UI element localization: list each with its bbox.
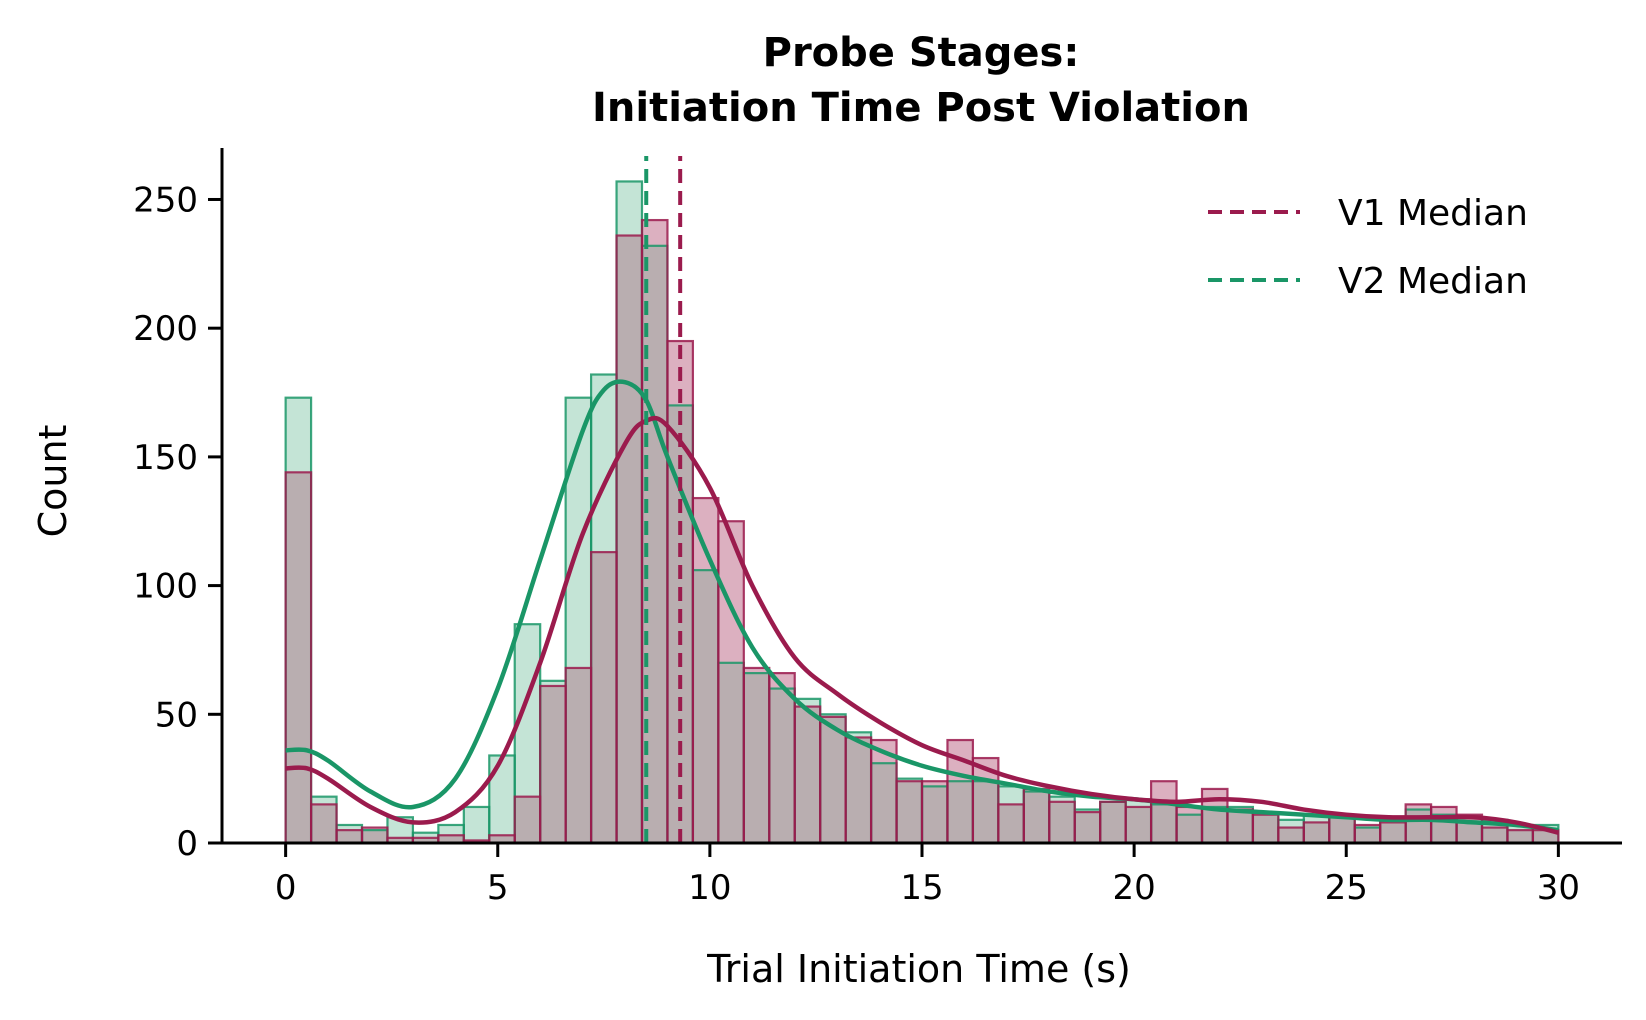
bar-overlap-44 <box>1405 809 1432 843</box>
bar-overlap-47 <box>1482 827 1508 843</box>
bar-overlap-2 <box>336 830 362 843</box>
bar-overlap-5 <box>412 837 439 843</box>
bar-overlap-27 <box>972 781 999 843</box>
bar-overlap-42 <box>1354 827 1381 843</box>
bar-overlap-20 <box>794 706 821 843</box>
bar-overlap-40 <box>1303 822 1330 843</box>
bar-overlap-8 <box>489 835 515 843</box>
chart-title-line-2: Initiation Time Post Violation <box>592 85 1250 131</box>
x-tick-label-0: 0 <box>275 868 297 908</box>
bar-overlap-0 <box>285 472 312 843</box>
bar-v2-8 <box>489 755 515 843</box>
x-tick-label-5: 25 <box>1325 868 1368 908</box>
bar-overlap-31 <box>1074 812 1101 843</box>
bar-overlap-25 <box>922 786 948 843</box>
chart-text: Probe Stages: Initiation Time Post Viola… <box>31 30 1250 991</box>
bar-overlap-41 <box>1329 817 1355 843</box>
bar-overlap-38 <box>1252 814 1279 843</box>
kde-line-v2 <box>285 379 1559 833</box>
bar-overlap-26 <box>947 781 973 843</box>
bar-overlap-19 <box>769 688 795 843</box>
legend-label-v2: V2 Median <box>1338 261 1528 302</box>
bar-overlap-9 <box>514 796 541 843</box>
bar-v2-7 <box>463 806 490 843</box>
bar-overlap-6 <box>438 835 464 843</box>
bar-overlap-34 <box>1151 804 1177 843</box>
bar-overlap-4 <box>387 837 413 843</box>
bar-overlap-3 <box>362 830 388 843</box>
y-tick-label-1: 50 <box>155 695 198 735</box>
y-axis-label: Count <box>31 425 75 538</box>
x-tick-label-6: 30 <box>1537 868 1580 908</box>
y-tick-label-3: 150 <box>133 438 198 478</box>
legend: V1 Median V2 Median <box>1208 193 1528 302</box>
x-axis-label: Trial Initiation Time (s) <box>706 947 1131 991</box>
bar-overlap-43 <box>1380 822 1406 843</box>
bar-overlap-23 <box>871 763 897 843</box>
x-tick-label-4: 20 <box>1112 868 1155 908</box>
kde-line-v1 <box>285 415 1559 835</box>
bar-overlap-35 <box>1176 814 1202 843</box>
bar-overlap-32 <box>1100 801 1126 843</box>
y-tick-label-4: 200 <box>133 309 198 349</box>
bar-overlap-11 <box>565 667 592 843</box>
bar-overlap-22 <box>845 737 872 843</box>
bar-overlap-24 <box>896 781 922 843</box>
bar-overlap-36 <box>1202 806 1228 843</box>
bar-overlap-28 <box>998 804 1024 843</box>
x-tick-label-1: 5 <box>487 868 509 908</box>
x-tick-label-3: 15 <box>900 868 943 908</box>
plot-area <box>284 156 1560 845</box>
y-tick-label-2: 100 <box>133 567 198 607</box>
bar-overlap-48 <box>1507 830 1533 843</box>
bar-overlap-12 <box>591 552 617 843</box>
bar-overlap-21 <box>820 716 846 843</box>
axes: 0 5 10 15 20 25 30 0 50 100 150 200 250 <box>133 148 1622 908</box>
bar-overlap-33 <box>1125 806 1152 843</box>
bar-overlap-18 <box>743 673 770 843</box>
bar-overlap-30 <box>1049 801 1075 843</box>
bar-overlap-39 <box>1278 827 1304 843</box>
bar-overlap-17 <box>718 662 744 843</box>
bar-overlap-16 <box>692 570 719 843</box>
x-tick-label-2: 10 <box>688 868 731 908</box>
bar-overlap-37 <box>1227 809 1253 843</box>
y-tick-label-0: 0 <box>176 824 198 864</box>
legend-label-v1: V1 Median <box>1338 193 1528 234</box>
y-tick-label-5: 250 <box>133 180 198 220</box>
bar-overlap-29 <box>1023 791 1050 843</box>
bar-overlap-10 <box>540 685 566 843</box>
bar-overlap-1 <box>311 804 337 843</box>
chart-title-line-1: Probe Stages: <box>763 30 1080 76</box>
bar-overlap-13 <box>616 235 642 843</box>
